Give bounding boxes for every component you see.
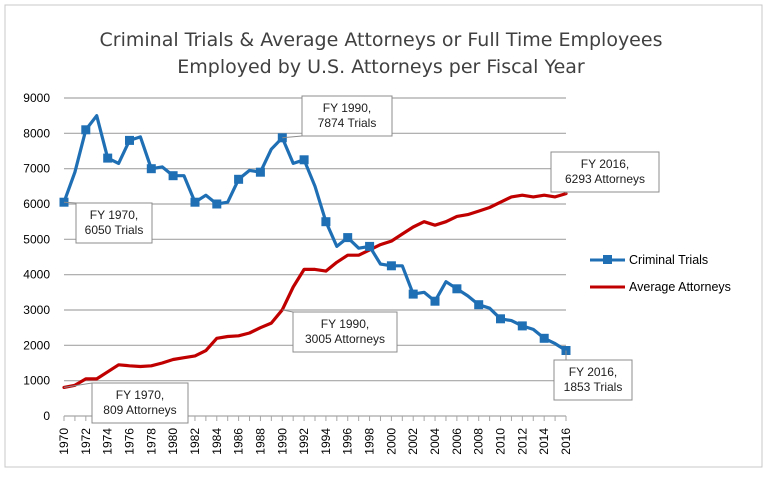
callout-text-5-1: 1853 Trials <box>564 380 623 394</box>
series-marker-criminal-trials-2000 <box>386 261 396 271</box>
x-tick-label-1970: 1970 <box>57 428 71 455</box>
callout-text-4-1: 809 Attorneys <box>103 403 176 417</box>
y-tick-label-6000: 6000 <box>23 197 50 211</box>
series-marker-criminal-trials-1988 <box>255 167 265 177</box>
legend-criminal-trials-label: Criminal Trials <box>629 253 708 267</box>
x-tick-label-2008: 2008 <box>472 428 486 455</box>
series-marker-criminal-trials-2014 <box>539 333 549 343</box>
callout-box-2 <box>550 151 660 193</box>
chart-title-line-2: Employed by U.S. Attorneys per Fiscal Ye… <box>177 56 585 78</box>
y-tick-label-0: 0 <box>43 409 50 423</box>
x-tick-label-1974: 1974 <box>101 428 115 455</box>
series-marker-criminal-trials-1974 <box>103 153 113 163</box>
x-tick-label-1992: 1992 <box>297 428 311 455</box>
callout-text-5-0: FY 2016, <box>569 365 617 379</box>
series-marker-criminal-trials-1982 <box>190 197 200 207</box>
callout-leader-1 <box>282 135 303 139</box>
series-marker-criminal-trials-1970 <box>59 197 69 207</box>
y-tick-label-5000: 5000 <box>23 232 50 246</box>
y-axis: 0 1000 2000 3000 4000 5000 6000 7000 8000 9000 <box>23 91 50 423</box>
legend: Criminal Trials Average Attorneys <box>590 253 731 294</box>
chart-title-line-1: Criminal Trials & Average Attorneys or F… <box>100 29 663 51</box>
callout-box-5 <box>553 359 633 401</box>
callout-text-2-0: FY 2016, <box>581 157 629 171</box>
x-tick-label-1990: 1990 <box>275 428 289 455</box>
x-tick-label-1998: 1998 <box>363 428 377 455</box>
series-marker-criminal-trials-2004 <box>430 296 440 306</box>
x-tick-label-2016: 2016 <box>559 428 573 455</box>
callout-leader-0 <box>63 201 77 204</box>
callout-box-0 <box>75 202 153 244</box>
y-tick-label-2000: 2000 <box>23 338 50 352</box>
x-tick-label-2000: 2000 <box>384 428 398 455</box>
y-tick-label-9000: 9000 <box>23 91 50 105</box>
callout-text-4-0: FY 1970, <box>116 388 164 402</box>
callout-box-4 <box>91 382 189 424</box>
x-tick-label-2006: 2006 <box>450 428 464 455</box>
x-tick-label-1988: 1988 <box>253 428 267 455</box>
x-tick-label-1978: 1978 <box>144 428 158 455</box>
series-marker-criminal-trials-1986 <box>234 174 244 184</box>
y-tick-label-4000: 4000 <box>23 268 50 282</box>
series-marker-criminal-trials-1980 <box>168 171 178 181</box>
x-tick-label-1972: 1972 <box>79 428 93 455</box>
x-tick-label-2012: 2012 <box>515 428 529 455</box>
callout-leader-3 <box>282 309 294 313</box>
series-marker-criminal-trials-2006 <box>452 284 462 294</box>
callout-text-3-1: 3005 Attorneys <box>305 332 385 346</box>
legend-criminal-trials-marker <box>603 255 612 264</box>
series-marker-criminal-trials-1992 <box>299 155 309 165</box>
y-tick-label-7000: 7000 <box>23 162 50 176</box>
series-marker-criminal-trials-2008 <box>474 300 484 310</box>
x-tick-label-1996: 1996 <box>341 428 355 455</box>
callout-box-3 <box>292 311 398 353</box>
series-marker-criminal-trials-1994 <box>321 217 331 227</box>
callout-text-0-0: FY 1970, <box>90 208 138 222</box>
x-tick-label-1994: 1994 <box>319 428 333 455</box>
callout-leader-4 <box>63 382 93 388</box>
callout-text-0-1: 6050 Trials <box>85 223 144 237</box>
series-marker-criminal-trials-1984 <box>212 199 222 209</box>
callout-text-3-0: FY 1990, <box>321 317 369 331</box>
series-marker-criminal-trials-1976 <box>125 135 134 145</box>
series-marker-criminal-trials-2002 <box>408 289 418 299</box>
y-tick-label-8000: 8000 <box>23 126 50 140</box>
x-tick-label-2002: 2002 <box>406 428 420 455</box>
x-tick-label-1986: 1986 <box>232 428 246 455</box>
x-tick-label-2010: 2010 <box>494 428 508 455</box>
series-marker-criminal-trials-1998 <box>365 241 375 251</box>
x-tick-label-1982: 1982 <box>188 428 202 455</box>
y-tick-label-3000: 3000 <box>23 303 50 317</box>
y-tick-label-1000: 1000 <box>23 374 50 388</box>
x-tick-label-2014: 2014 <box>537 428 551 455</box>
series-layer <box>59 114 571 389</box>
callout-text-1-0: FY 1990, <box>323 101 371 115</box>
callout-box-1 <box>301 95 393 137</box>
series-marker-criminal-trials-2012 <box>517 321 527 331</box>
series-line-average-attorneys <box>62 192 568 389</box>
x-tick-label-1980: 1980 <box>166 428 180 455</box>
series-marker-criminal-trials-1996 <box>343 233 353 243</box>
legend-average-attorneys-label: Average Attorneys <box>629 280 731 294</box>
x-tick-label-2004: 2004 <box>428 428 442 455</box>
x-tick-label-1984: 1984 <box>210 428 224 455</box>
series-marker-criminal-trials-1972 <box>81 125 91 135</box>
series-marker-criminal-trials-1978 <box>146 164 156 174</box>
callout-text-2-1: 6293 Attorneys <box>565 172 645 186</box>
series-marker-criminal-trials-2010 <box>496 314 505 324</box>
x-tick-label-1976: 1976 <box>122 428 136 455</box>
callout-text-1-1: 7874 Trials <box>318 116 377 130</box>
series-marker-criminal-trials-2016 <box>561 346 571 355</box>
